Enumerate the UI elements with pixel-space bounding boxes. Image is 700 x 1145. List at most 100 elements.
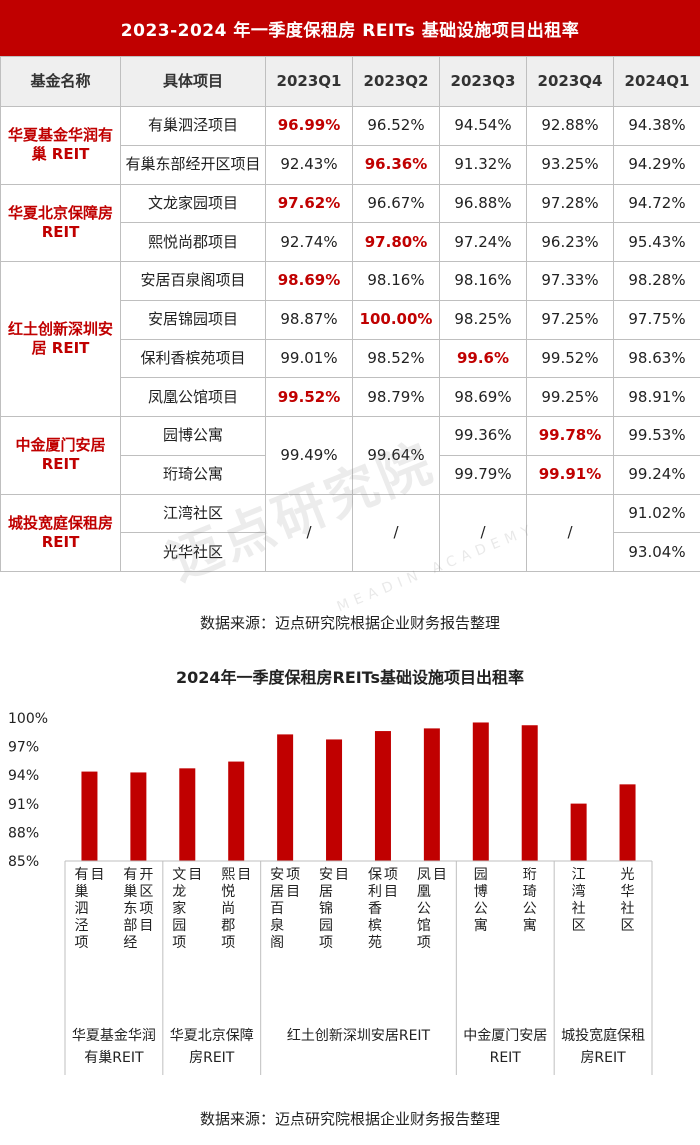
project-name: 保利香槟苑项目 bbox=[120, 338, 266, 379]
bar bbox=[81, 771, 98, 861]
cell-2024q1: 95.43% bbox=[613, 222, 700, 262]
fund-name: 华夏基金华润有巢 REIT bbox=[0, 106, 121, 185]
bar-chart: 85% 88% 91% 94% 97% 100% 有巢泗泾项目 有巢东部经开区项目文龙家园项目… bbox=[8, 711, 653, 1075]
cell-2023q2: 98.52% bbox=[352, 338, 440, 379]
cell-2023q2: 100.00% bbox=[352, 299, 440, 340]
cell-2023q1: 97.62% bbox=[265, 183, 353, 224]
cell-2023q4: 92.88% bbox=[526, 106, 614, 146]
cell-2023q1: 92.43% bbox=[265, 144, 353, 185]
header-2023q3: 2023Q3 bbox=[439, 56, 527, 107]
project-name: 珩琦公寓 bbox=[120, 454, 266, 495]
header-2023q1: 2023Q1 bbox=[265, 56, 353, 107]
cell-2023q3: 99.6% bbox=[439, 338, 527, 379]
cell-2023q1: 98.69% bbox=[265, 261, 353, 301]
project-name: 有巢东部经开区项目 bbox=[120, 144, 266, 185]
cell-2023q3: 97.24% bbox=[439, 222, 527, 262]
project-name: 安居锦园项目 bbox=[120, 299, 266, 340]
table-row: 珩琦公寓 99.79% 99.91% 99.24% bbox=[1, 454, 700, 495]
x-tick-label: 有巢泗泾项目 bbox=[74, 867, 104, 951]
cell-2023q2: 98.16% bbox=[352, 261, 440, 301]
fund-name: 华夏北京保障房 REIT bbox=[0, 183, 121, 262]
table-row: 保利香槟苑项目 99.01% 98.52% 99.6% 99.52% 98.63… bbox=[1, 338, 700, 379]
group-label: 华夏基金华润有巢REIT bbox=[72, 1027, 156, 1066]
cell-2023q1: 98.87% bbox=[265, 299, 353, 340]
header-2023q4: 2023Q4 bbox=[526, 56, 614, 107]
table-row: 安居锦园项目 98.87% 100.00% 98.25% 97.25% 97.7… bbox=[1, 299, 700, 340]
bar bbox=[179, 768, 196, 861]
x-tick-label: 安居锦园项目 bbox=[319, 867, 349, 951]
cell-2023q2: 98.79% bbox=[352, 377, 440, 417]
group-label: 中金厦门安居 REIT bbox=[463, 1028, 547, 1066]
cell-2023q4: 97.28% bbox=[526, 183, 614, 224]
project-name: 江湾社区 bbox=[120, 493, 266, 534]
cell-2023q2: 96.67% bbox=[352, 183, 440, 224]
cell-2023q1: 99.01% bbox=[265, 338, 353, 379]
cell-2023q4-merged: / bbox=[526, 493, 614, 572]
table-source: 数据来源：迈点研究院根据企业财务报告整理 bbox=[199, 614, 500, 632]
group-label: 华夏北京保障房REIT bbox=[170, 1028, 254, 1066]
y-tick-label: 94% bbox=[8, 768, 39, 784]
x-tick-label: 珩琦公寓 bbox=[523, 867, 537, 934]
cell-2023q1: 92.74% bbox=[265, 222, 353, 262]
cell-2024q1: 99.24% bbox=[613, 454, 700, 495]
x-tick-label: 安居百泉阁项目 bbox=[270, 867, 300, 951]
cell-2023q3: 96.88% bbox=[439, 183, 527, 224]
cell-2023q2: 96.36% bbox=[352, 144, 440, 185]
cell-2024q1: 97.75% bbox=[613, 299, 700, 340]
cell-2023q4: 97.33% bbox=[526, 261, 614, 301]
bar bbox=[130, 772, 147, 861]
table-title: 2023-2024 年一季度保租房 REITs 基础设施项目出租率 bbox=[0, 0, 700, 56]
cell-2024q1: 98.28% bbox=[613, 261, 700, 301]
fund-name: 城投宽庭保租房 REIT bbox=[0, 493, 121, 572]
project-name: 熙悦尚郡项目 bbox=[120, 222, 266, 262]
x-tick-label: 熙悦尚郡项目 bbox=[221, 867, 251, 951]
header-2023q2: 2023Q2 bbox=[352, 56, 440, 107]
group-label: 城投宽庭保租房REIT bbox=[561, 1027, 645, 1066]
fund-name: 红土创新深圳安居 REIT bbox=[0, 261, 121, 417]
project-name: 安居百泉阁项目 bbox=[120, 261, 266, 301]
x-tick-label: 江湾社区 bbox=[572, 867, 586, 934]
cell-2023q2: 97.80% bbox=[352, 222, 440, 262]
y-tick-label: 91% bbox=[8, 797, 39, 813]
x-tick-label: 保利香槟苑项目 bbox=[368, 867, 398, 951]
cell-2023q2: 96.52% bbox=[352, 106, 440, 146]
chart-title: 2024年一季度保租房REITs基础设施项目出租率 bbox=[175, 668, 525, 687]
project-name: 文龙家园项目 bbox=[120, 183, 266, 224]
cell-2023q4: 93.25% bbox=[526, 144, 614, 185]
y-tick-label: 88% bbox=[8, 825, 39, 841]
cell-2024q1: 94.72% bbox=[613, 183, 700, 224]
cell-2024q1: 94.29% bbox=[613, 144, 700, 185]
cell-2023q1-merged: 99.49% bbox=[265, 416, 353, 495]
chart-source: 数据来源：迈点研究院根据企业财务报告整理 bbox=[199, 1110, 500, 1128]
bar bbox=[228, 761, 245, 861]
table-row: 华夏基金华润有巢 REIT 有巢泗泾项目 96.99% 96.52% 94.54… bbox=[0, 106, 700, 185]
project-name: 光华社区 bbox=[120, 532, 266, 572]
table-row: 凤凰公馆项目 99.52% 98.79% 98.69% 99.25% 98.91… bbox=[1, 377, 700, 417]
cell-2023q3: 91.32% bbox=[439, 144, 527, 185]
table-row: 城投宽庭保租房 REIT 江湾社区 / / / / 91.02% bbox=[0, 493, 700, 572]
x-tick-label: 凤凰公馆项目 bbox=[417, 867, 447, 951]
y-tick-label: 85% bbox=[8, 854, 39, 870]
bar bbox=[619, 784, 636, 861]
cell-2023q4: 99.52% bbox=[526, 338, 614, 379]
cell-2023q3: 99.36% bbox=[439, 416, 527, 456]
project-name: 园博公寓 bbox=[120, 416, 266, 456]
cell-2024q1: 91.02% bbox=[613, 493, 700, 534]
header-2024q1: 2024Q1 bbox=[613, 56, 700, 107]
cell-2023q4: 96.23% bbox=[526, 222, 614, 262]
table-row: 中金厦门安居 REIT 园博公寓 99.49% 99.64% 99.36% 99… bbox=[0, 416, 700, 495]
cell-2023q2-merged: 99.64% bbox=[352, 416, 440, 495]
bar bbox=[423, 728, 440, 861]
bar bbox=[570, 803, 587, 861]
bar bbox=[374, 731, 391, 861]
cell-2023q2-merged: / bbox=[352, 493, 440, 572]
header-project: 具体项目 bbox=[120, 56, 266, 107]
cell-2023q4: 99.25% bbox=[526, 377, 614, 417]
cell-2023q4: 99.91% bbox=[526, 454, 614, 495]
bar bbox=[521, 725, 538, 861]
group-label: 红土创新深圳安居REIT bbox=[287, 1028, 431, 1044]
cell-2023q1: 99.52% bbox=[265, 377, 353, 417]
y-tick-label: 97% bbox=[8, 740, 39, 756]
cell-2023q1: 96.99% bbox=[265, 106, 353, 146]
x-tick-label: 文龙家园项目 bbox=[172, 867, 202, 951]
